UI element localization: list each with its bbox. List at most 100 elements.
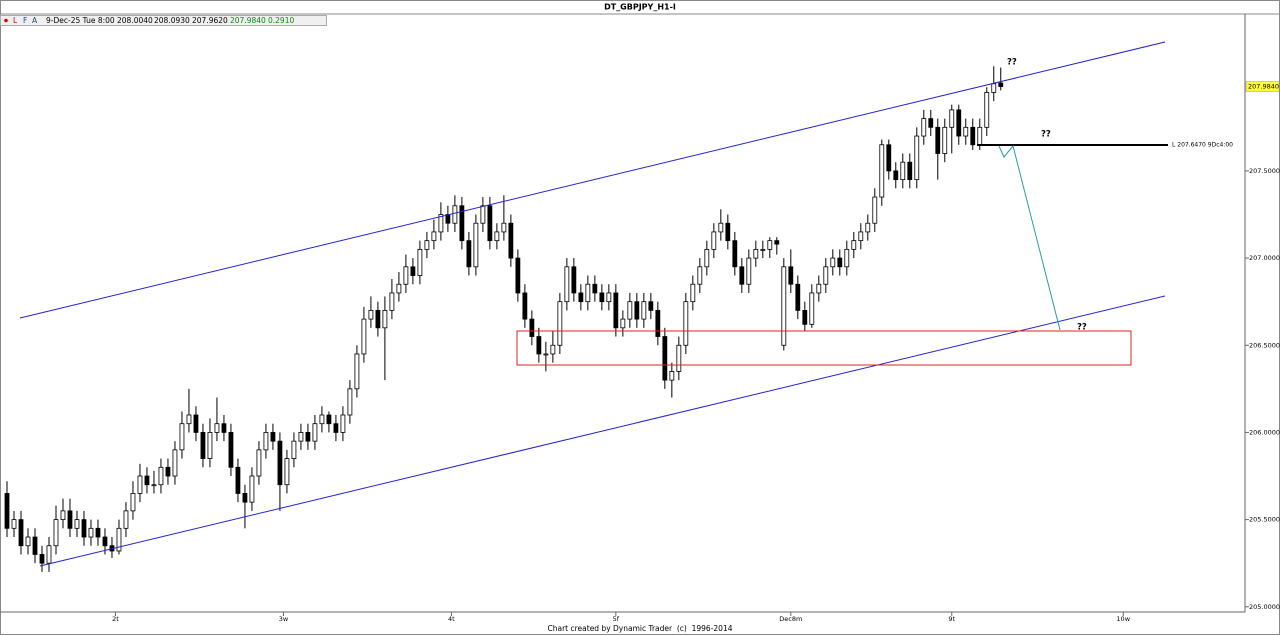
candle-body [102,536,108,547]
candle-body [571,266,577,294]
candle-body [522,292,528,320]
candle-body [928,118,934,128]
candle-body [172,449,178,477]
x-tick-label: 9t [948,615,955,623]
candle-body [788,266,794,285]
candle-body [879,144,885,198]
candle-body [802,309,808,325]
candle-body [214,423,220,433]
candle-body [242,493,248,503]
candle-body [529,318,535,337]
candle-body [963,126,969,137]
candle-body [200,432,206,459]
candle-body [4,493,10,529]
candle-body [487,205,493,242]
candle-body [942,126,948,154]
candle-body [956,109,962,137]
candle-body [151,484,157,487]
candle-body [11,519,17,529]
candle-body [382,309,388,329]
candle-body [501,222,507,233]
candle-body [396,283,402,294]
candle-body [592,283,598,294]
info-value: 208.0040 [117,16,153,25]
candle-body [130,493,136,512]
candle-body [998,82,1004,87]
y-tick-label: 207.5000 [1249,167,1280,175]
candle-body [991,83,997,93]
candle-body [270,432,276,442]
candle-body [312,423,318,442]
candle-body [277,440,283,486]
candle-body [732,240,738,268]
candle-body [326,414,332,425]
candle-body [494,231,500,242]
candle-body [739,266,745,285]
candle-body [774,240,780,245]
candle-body [613,292,619,329]
candle-body [697,266,703,285]
candle-body [641,301,647,320]
candle-body [858,231,864,242]
candle-body [46,545,52,564]
candle-body [704,248,710,268]
candle-body [550,344,556,355]
candle-body [81,519,87,538]
candle-body [655,309,661,337]
y-tick-label: 205.0000 [1249,603,1280,611]
candle-body [438,214,444,233]
annotation: ?? [1077,323,1087,333]
candle-body [298,432,304,442]
candle-body [305,432,311,442]
y-tick-label: 205.5000 [1249,516,1280,524]
candle-body [627,301,633,320]
annotation: ?? [1007,58,1017,68]
candle-body [74,519,80,529]
candle-body [179,423,185,451]
candle-body [165,466,171,477]
candle-body [459,205,465,242]
candle-body [263,432,269,451]
x-tick-label: 10w [1116,615,1130,623]
candle-body [669,371,675,381]
candle-body [648,301,654,311]
annotation: ?? [1041,130,1051,140]
candle-body [760,248,766,251]
candle-body [620,318,626,329]
candle-body [907,161,913,181]
candle-body [403,266,409,285]
candle-body [193,414,199,433]
candle-body [158,466,164,486]
candle-body [816,283,822,294]
candle-body [886,144,892,172]
plot [4,66,1004,572]
info-value: 0.2910 [268,16,294,25]
candle-body [795,283,801,311]
candle-body [375,309,381,329]
candle-body [466,240,472,268]
candle-body [67,510,73,529]
candle-body [508,222,514,259]
level-label: L 207.6470 9Dc4:00 [1172,142,1233,149]
candle-body [921,118,927,137]
candle-body [844,248,850,268]
candle-body [837,257,843,268]
candle-body [123,510,129,529]
candle-body [851,240,857,250]
candle-body [389,292,395,311]
x-tick-label: 4t [448,615,455,623]
candle-body [32,536,38,555]
candle-body [361,318,367,355]
candle-body [284,458,290,486]
x-tick-label: Dec8m [779,615,802,623]
candle-body [347,388,353,416]
candle-body [18,519,24,547]
candle-body [823,266,829,285]
candle-body [865,222,871,233]
y-tick-label: 207.0000 [1249,254,1280,262]
candle-body [445,214,451,224]
candle-body [606,292,612,303]
chart-title: DT_GBPJPY_H1-I [604,3,676,12]
